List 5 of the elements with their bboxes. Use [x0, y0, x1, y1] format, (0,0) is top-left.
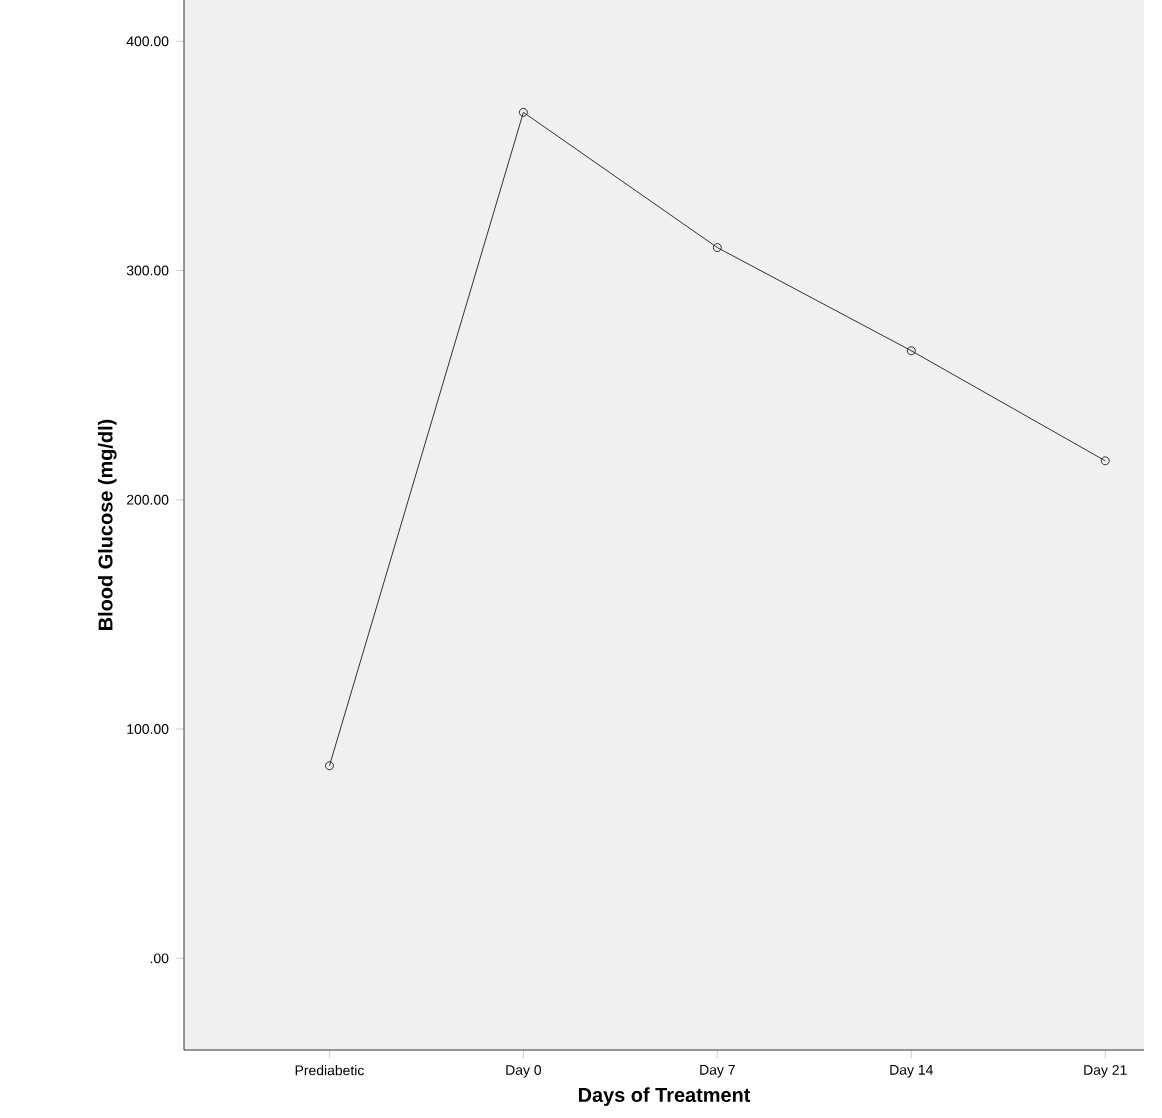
- x-axis-title: Days of Treatment: [578, 1087, 751, 1106]
- y-axis-title: Blood Glucose (mg/dl): [97, 419, 117, 630]
- point: [906, 346, 916, 356]
- point: [519, 107, 528, 117]
- point: [712, 243, 722, 252]
